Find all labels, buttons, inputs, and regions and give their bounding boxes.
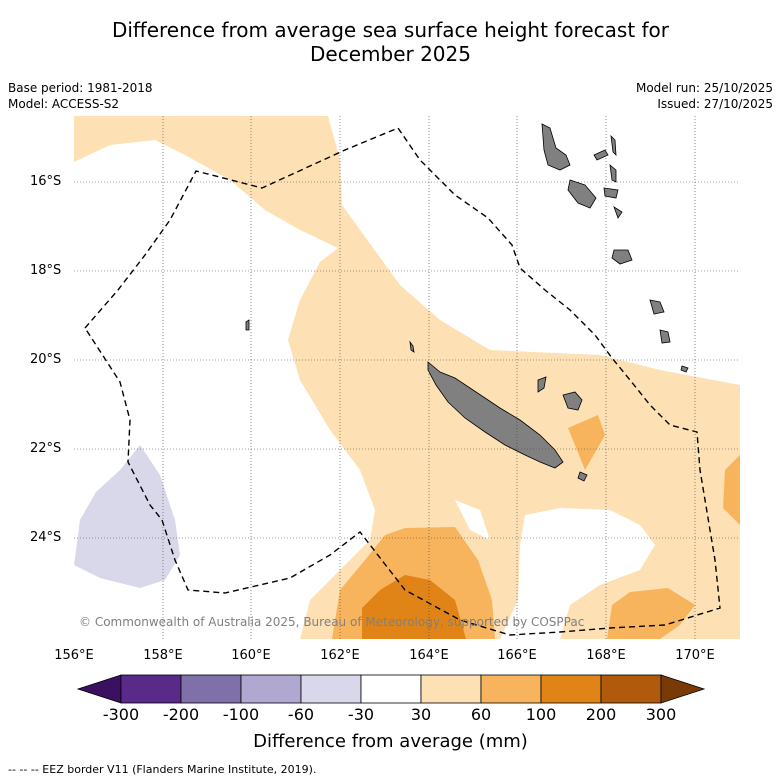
island-erromango [649, 299, 665, 315]
meta-right: Model run: 25/10/2025 Issued: 27/10/2025 [636, 80, 773, 112]
lat-tick-20s: 20°S [30, 352, 62, 367]
colorbar-extend-high [660, 674, 706, 704]
anomaly-30-60-region [74, 116, 740, 639]
colorbar-label: -60 [287, 705, 315, 724]
title-line-2: December 2025 [310, 42, 471, 66]
eez-border [84, 127, 721, 636]
lat-tick-24s: 24°S [30, 530, 62, 545]
lat-tick-18s: 18°S [30, 263, 62, 278]
lon-tick-156e: 156°E [54, 648, 94, 663]
island-maewo [610, 134, 617, 157]
colorbar-label: -100 [222, 705, 260, 724]
colorbar-label: 200 [585, 705, 617, 724]
eez-footnote: -- -- -- EEZ border V11 (Flanders Marine… [8, 763, 317, 776]
model-run: Model run: 25/10/2025 [635, 81, 773, 95]
map-title: Difference from average sea surface heig… [0, 18, 781, 66]
anomaly-60-100-east [607, 588, 695, 639]
island-tanna [659, 329, 671, 344]
colorbar-label: 300 [645, 705, 677, 724]
island-epi [613, 206, 623, 219]
base-period: Base period: 1981-2018 [8, 81, 153, 95]
colorbar-bin-7 [480, 674, 542, 704]
island-pentecost [609, 164, 617, 183]
lon-tick-166e: 166°E [497, 648, 537, 663]
lon-tick-162e: 162°E [320, 648, 360, 663]
model-name: Model: ACCESS-S2 [8, 97, 120, 111]
issued-date: Issued: 27/10/2025 [657, 97, 773, 111]
island-espiritu-santo [541, 123, 571, 171]
colorbar-title: Difference from average (mm) [253, 731, 528, 752]
colorbar-bin-2 [180, 674, 242, 704]
neutral-hole [455, 500, 490, 540]
colorbar-bin-3 [240, 674, 302, 704]
lon-tick-158e: 158°E [143, 648, 183, 663]
colorbar-label: 60 [470, 705, 492, 724]
colorbar-label: -30 [347, 705, 375, 724]
lon-tick-160e: 160°E [231, 648, 271, 663]
colorbar-label: -200 [162, 705, 200, 724]
island-malekula [567, 179, 597, 209]
colorbar-extend-low [76, 674, 122, 704]
island-loyalty-lifou [562, 391, 583, 411]
island-loyalty-ouvea [537, 376, 547, 393]
lon-tick-164e: 164°E [409, 648, 449, 663]
anomaly-negative-region [74, 445, 180, 588]
colorbar-bin-9 [600, 674, 662, 704]
island-loyalty-mare [577, 471, 588, 482]
colorbar-bin-5 [360, 674, 422, 704]
lon-tick-168e: 168°E [586, 648, 626, 663]
meta-left: Base period: 1981-2018 Model: ACCESS-S2 [8, 80, 153, 112]
colorbar-bin-4 [300, 674, 362, 704]
colorbar-bin-6 [420, 674, 482, 704]
lat-tick-22s: 22°S [30, 441, 62, 456]
anomaly-60-100-center [568, 415, 605, 470]
island-chesterfield [245, 319, 250, 331]
colorbar-label: 100 [525, 705, 557, 724]
island-new-caledonia [427, 361, 564, 469]
landmass-group [245, 123, 689, 482]
title-line-1: Difference from average sea surface heig… [111, 18, 670, 42]
colorbar-label: -300 [102, 705, 140, 724]
colorbar-bin-8 [540, 674, 602, 704]
island-efate [611, 249, 633, 265]
colorbar [76, 674, 706, 704]
island-aneityum [680, 365, 689, 373]
anomaly-100-200-south [362, 575, 466, 639]
anomaly-60-100-edge [723, 455, 740, 525]
colorbar-label: 30 [410, 705, 432, 724]
island-ambrym [603, 187, 619, 199]
island-ambae [593, 149, 609, 161]
lat-tick-16s: 16°S [30, 174, 62, 189]
lon-tick-170e: 170°E [675, 648, 715, 663]
copyright-notice: © Commonwealth of Australia 2025, Bureau… [79, 615, 585, 629]
island-belep [409, 340, 415, 353]
grid-lines [74, 116, 740, 639]
colorbar-bin-1 [120, 674, 182, 704]
map-area [74, 116, 740, 639]
